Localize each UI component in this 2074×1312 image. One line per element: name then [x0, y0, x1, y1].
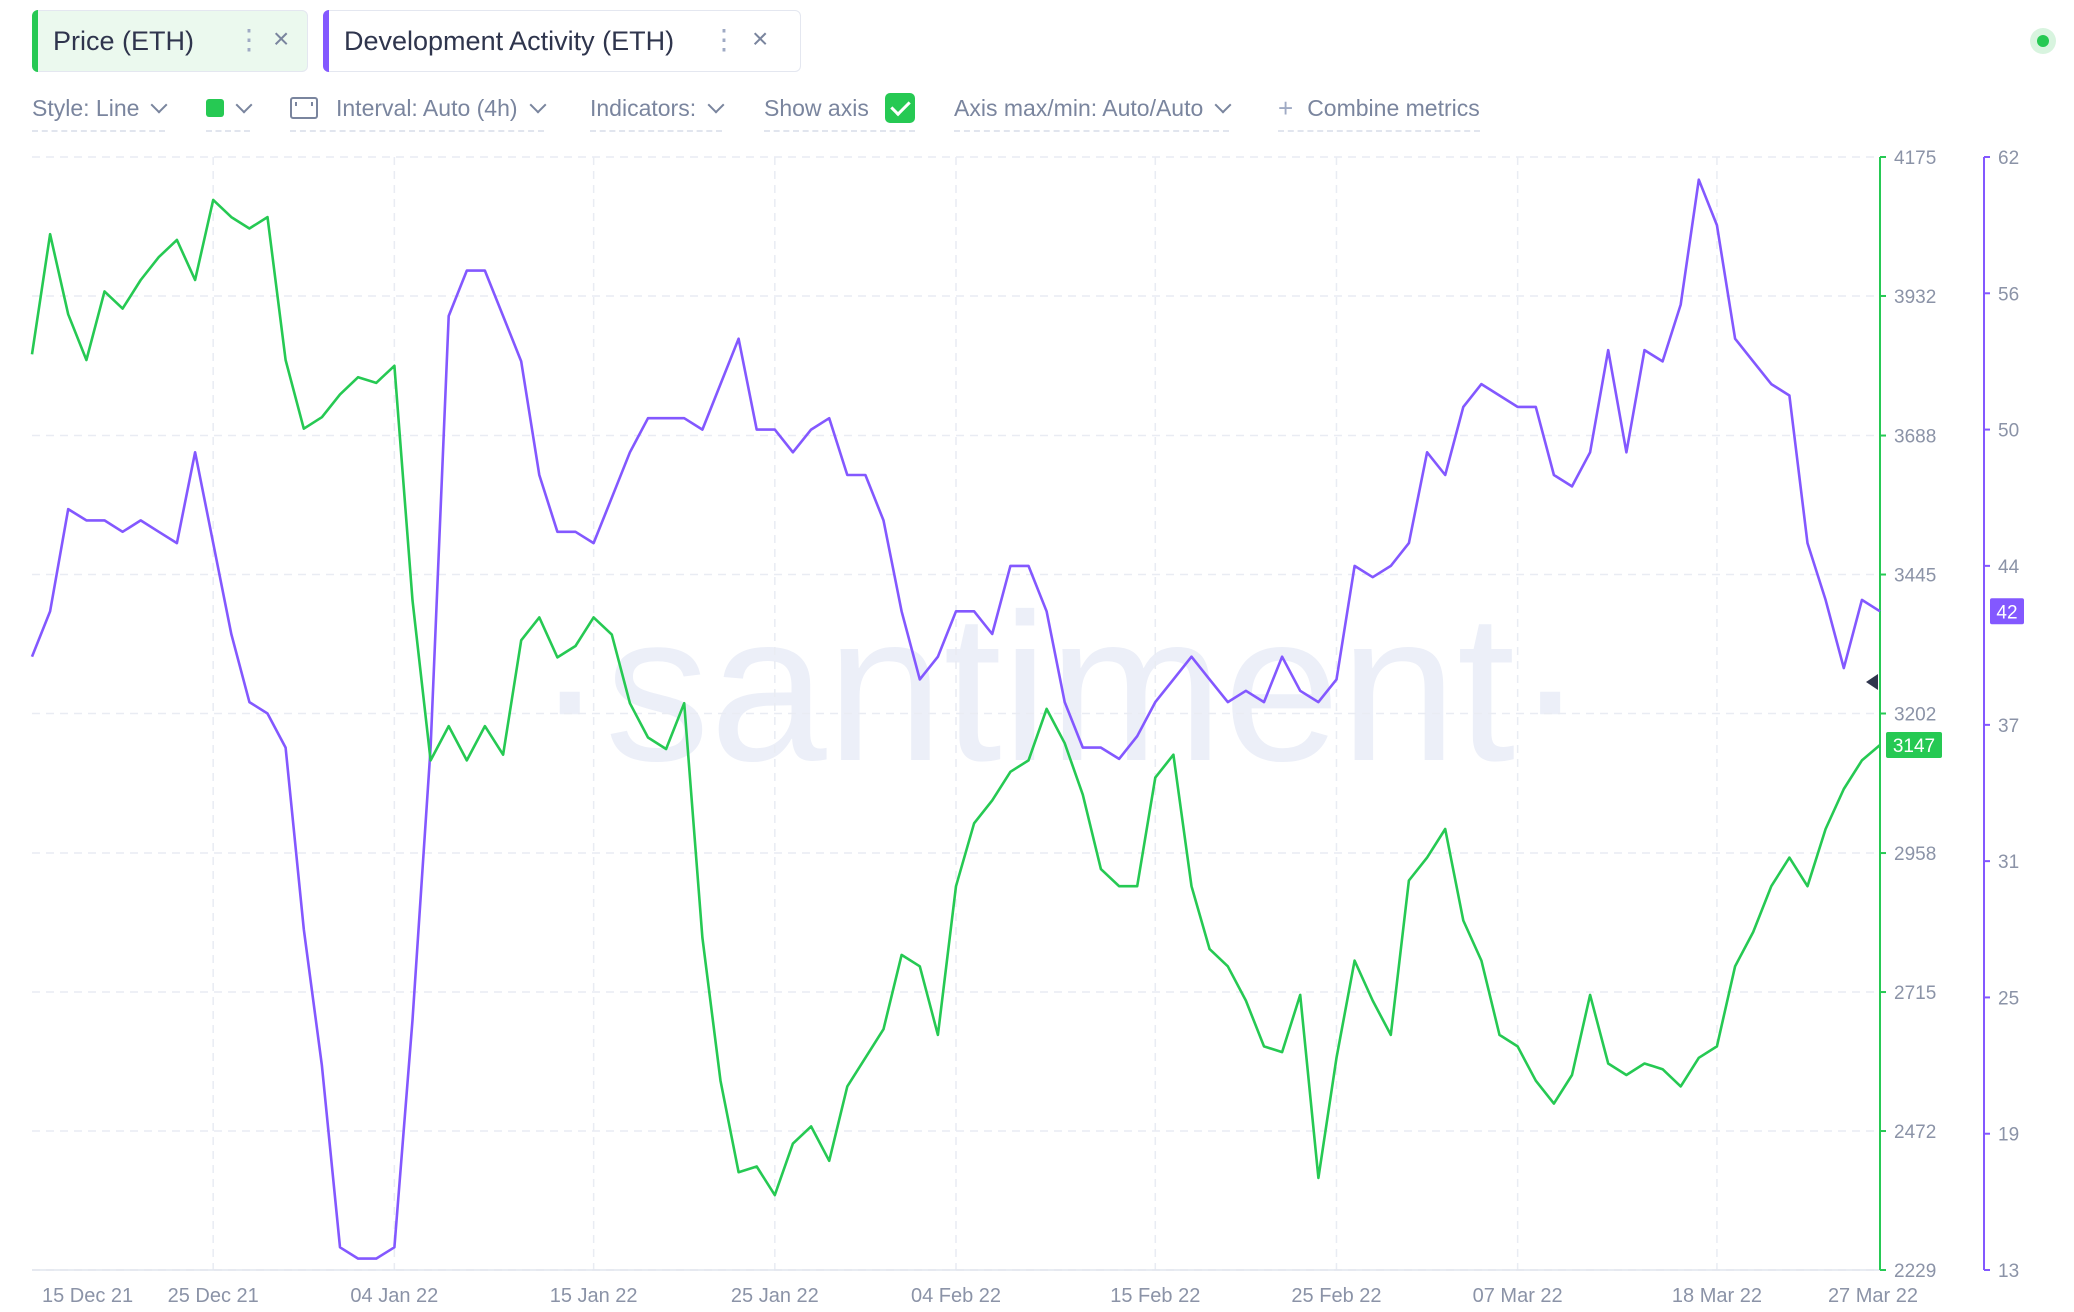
metric-tab-label: Development Activity (ETH) — [344, 25, 675, 56]
chart-grid — [32, 156, 1880, 1271]
close-icon[interactable]: × — [752, 23, 769, 54]
price-tick-label: 3202 — [1894, 705, 1936, 726]
dev-activity-tick-label: 13 — [1998, 1261, 2019, 1282]
dev-activity-tick-label: 31 — [1998, 852, 2019, 873]
show-axis-label: Show axis — [764, 94, 869, 121]
style-label: Style: Line — [32, 94, 140, 121]
x-tick-label: 04 Feb 22 — [911, 1285, 1001, 1307]
more-options-icon[interactable]: ⋮ — [235, 24, 263, 55]
last-value-badges: 3147 42 — [1866, 598, 2024, 758]
show-axis-toggle[interactable]: Show axis — [764, 92, 915, 132]
axis-maxmin-label: Axis max/min: Auto/Auto — [954, 94, 1204, 121]
price-tick-label: 3688 — [1894, 427, 1936, 448]
dev-activity-tick-label: 50 — [1998, 421, 2019, 442]
x-tick-label: 15 Jan 22 — [550, 1285, 638, 1307]
interval-dropdown[interactable]: Interval: Auto (4h) — [290, 92, 547, 132]
x-tick-label: 27 Mar 22 — [1828, 1285, 1918, 1307]
calendar-icon — [290, 97, 318, 119]
price-tick-label: 2229 — [1894, 1261, 1936, 1282]
dev-activity-last-value-bg — [1990, 598, 2024, 625]
dev-activity-tick-label: 37 — [1998, 716, 2019, 737]
metric-tab-label: Price (ETH) — [53, 25, 194, 56]
combine-label: Combine metrics — [1307, 94, 1480, 121]
x-axis-labels: 15 Dec 21 25 Dec 21 04 Jan 22 15 Jan 22 25 J… — [42, 1285, 1918, 1307]
style-dropdown[interactable]: Style: Line — [32, 92, 168, 132]
price-line — [30, 198, 1881, 1197]
price-tick-label: 4175 — [1894, 148, 1936, 169]
price-last-value-bg — [1886, 731, 1942, 758]
dev-activity-tick-label: 44 — [1998, 557, 2020, 578]
price-last-value: 3147 — [1893, 736, 1935, 757]
dev-activity-tick-label: 19 — [1998, 1125, 2019, 1146]
indicators-dropdown[interactable]: Indicators: — [590, 92, 725, 132]
price-tick-label: 3445 — [1894, 566, 1936, 587]
price-tick-label: 2958 — [1894, 844, 1936, 865]
x-tick-label: 15 Dec 21 — [42, 1285, 133, 1307]
metric-color-bar — [32, 10, 38, 72]
x-tick-label: 18 Mar 22 — [1672, 1285, 1762, 1307]
plus-icon: + — [1278, 92, 1294, 123]
dev-activity-tick-label: 62 — [1998, 148, 2019, 169]
metric-color-bar — [323, 10, 329, 72]
x-tick-label: 04 Jan 22 — [350, 1285, 438, 1307]
price-tick-label: 2715 — [1894, 983, 1936, 1004]
x-tick-label: 15 Feb 22 — [1110, 1285, 1200, 1307]
live-status-icon — [2030, 28, 2056, 54]
price-axis: 2229 2472 2715 2958 3202 3445 3688 3932 4175 — [1879, 148, 1936, 1282]
price-tick-label: 3932 — [1894, 287, 1936, 308]
watermark: ·santiment· — [535, 570, 1585, 805]
dev-activity-line — [30, 178, 1881, 1260]
dev-activity-last-value: 42 — [1996, 602, 2017, 623]
x-tick-label: 25 Jan 22 — [731, 1285, 819, 1307]
axis-maxmin-dropdown[interactable]: Axis max/min: Auto/Auto — [954, 92, 1232, 132]
interval-label: Interval: Auto (4h) — [336, 94, 518, 121]
checkbox-checked-icon[interactable] — [884, 93, 915, 123]
color-picker[interactable] — [206, 92, 253, 132]
x-tick-label: 07 Mar 22 — [1473, 1285, 1563, 1307]
x-tick-label: 25 Dec 21 — [168, 1285, 259, 1307]
dev-activity-tick-label: 56 — [1998, 284, 2019, 305]
x-tick-label: 25 Feb 22 — [1291, 1285, 1381, 1307]
close-icon[interactable]: × — [273, 23, 290, 54]
current-position-marker-icon — [1866, 674, 1878, 690]
chart-series — [30, 178, 1881, 1260]
indicators-label: Indicators: — [590, 94, 697, 121]
metric-tab-dev-activity[interactable]: Development Activity (ETH) ⋮ × — [323, 10, 801, 72]
color-swatch — [206, 99, 224, 117]
combine-metrics-button[interactable]: + Combine metrics — [1278, 92, 1480, 132]
dev-activity-axis: 13 19 25 31 37 44 50 56 62 — [1983, 148, 2020, 1282]
dev-activity-tick-label: 25 — [1998, 988, 2019, 1009]
metric-tab-price[interactable]: Price (ETH) ⋮ × — [32, 10, 308, 72]
price-tick-label: 2472 — [1894, 1122, 1936, 1143]
more-options-icon[interactable]: ⋮ — [710, 24, 738, 55]
